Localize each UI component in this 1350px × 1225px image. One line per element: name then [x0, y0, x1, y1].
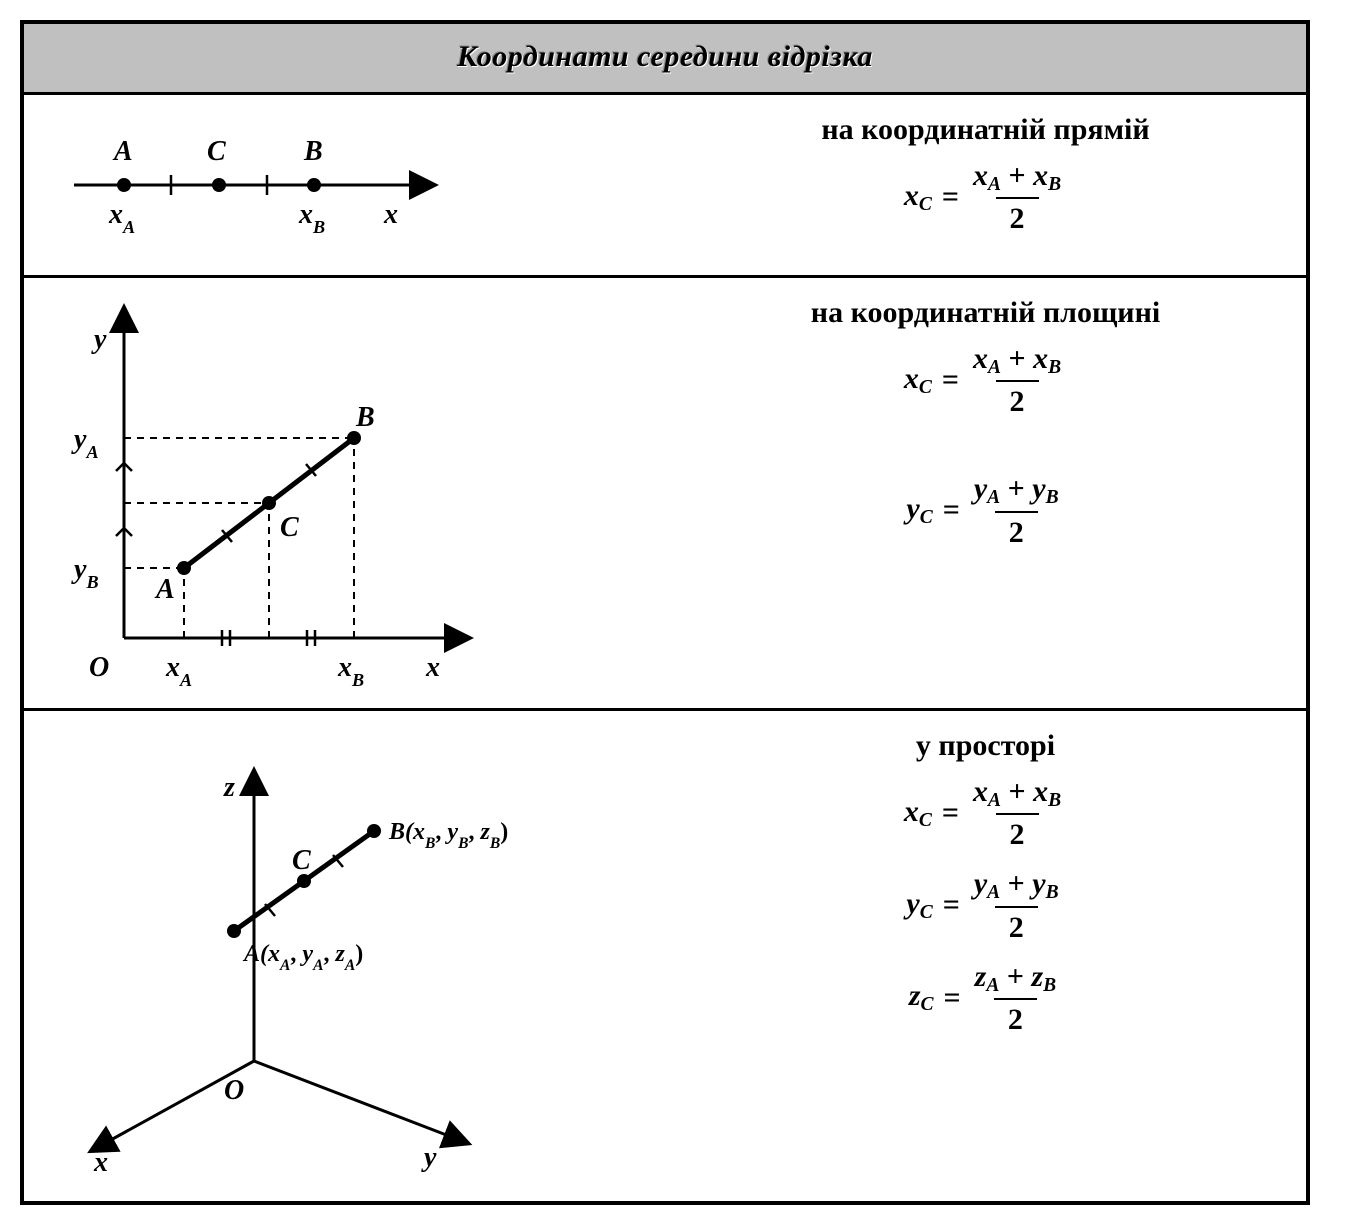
label-B2: B [355, 402, 375, 433]
label-B3: B(xB, yB, zB) [388, 819, 508, 852]
label-B: B [303, 136, 323, 167]
table-title: Координати середини відрізка [24, 24, 1306, 95]
text-line: на координатній прямій xC = xA + xB 2 [665, 95, 1306, 275]
formula-zc-space: zC = zA + zB 2 [675, 960, 1296, 1036]
formula-yc-plane: yC = yA + yB 2 [675, 472, 1296, 548]
number-line-svg: A C B xA xB x [54, 105, 474, 265]
text-plane: на координатній площині xC = xA + xB 2 y… [665, 278, 1306, 708]
formula-xc-plane: xC = xA + xB 2 [675, 342, 1296, 418]
label-yB2: yB [71, 554, 99, 592]
axis-y3: y [421, 1142, 437, 1173]
label-A: A [112, 136, 133, 167]
label-C2: C [280, 512, 299, 543]
reference-table: Координати середини відрізка A [20, 20, 1310, 1205]
label-O2: O [89, 652, 109, 683]
formula-yc-space: yC = yA + yB 2 [675, 867, 1296, 943]
formula-xc-line: xC = xA + xB 2 [675, 159, 1296, 235]
axis-x2: x [425, 652, 440, 683]
label-yA2: yA [71, 424, 99, 462]
subtitle-space: у просторі [675, 729, 1296, 763]
label-xB: xB [298, 199, 325, 237]
label-O3: O [224, 1075, 244, 1106]
plane-svg: O x y A C B xA xB yA yB [54, 288, 514, 698]
diagram-number-line: A C B xA xB x [24, 95, 665, 275]
label-A3: A(xA, yA, zA) [242, 941, 363, 974]
diagram-space: z y x O C A(xA, yA, zA) B(xB, yB, zB) [24, 711, 665, 1201]
axis-x3: x [93, 1147, 108, 1178]
text-space: у просторі xC = xA + xB 2 yC = yA + yB 2… [665, 711, 1306, 1201]
label-xA2: xA [165, 652, 192, 690]
subtitle-line: на координатній прямій [675, 113, 1296, 147]
axis-y2: y [91, 324, 107, 355]
row-space: z y x O C A(xA, yA, zA) B(xB, yB, zB) у … [24, 711, 1306, 1201]
diagram-plane: O x y A C B xA xB yA yB [24, 278, 665, 708]
label-xB2: xB [337, 652, 364, 690]
row-plane: O x y A C B xA xB yA yB на координатній … [24, 278, 1306, 711]
label-C: C [207, 136, 226, 167]
space-svg: z y x O C A(xA, yA, zA) B(xB, yB, zB) [54, 721, 654, 1191]
label-A2: A [154, 574, 175, 605]
label-C3: C [292, 845, 311, 876]
axis-x: x [383, 199, 398, 230]
label-xA: xA [108, 199, 135, 237]
axis-z3: z [223, 772, 235, 803]
subtitle-plane: на координатній площині [675, 296, 1296, 330]
formula-xc-space: xC = xA + xB 2 [675, 775, 1296, 851]
row-line: A C B xA xB x на координатній прямій xC … [24, 95, 1306, 278]
